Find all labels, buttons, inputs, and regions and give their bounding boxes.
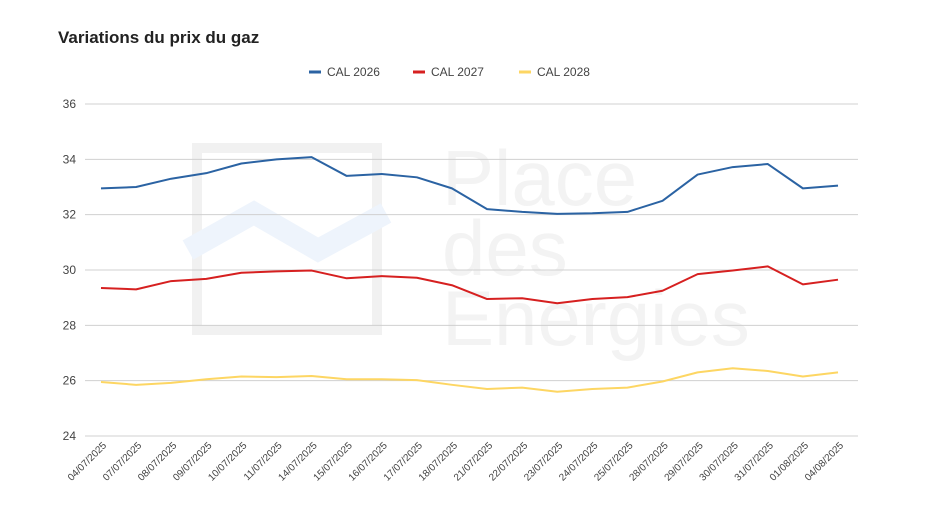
y-tick-label: 34: [63, 152, 77, 166]
svg-text:Place: Place: [442, 134, 637, 222]
series-line-cal-2026: [100, 156, 839, 215]
series-line-cal-2028: [100, 367, 839, 393]
y-tick-label: 32: [63, 208, 77, 222]
watermark-logo: Place des Energies: [182, 134, 750, 362]
legend-label: CAL 2028: [537, 65, 590, 79]
svg-text:Energies: Energies: [442, 274, 750, 362]
legend-label: CAL 2026: [327, 65, 380, 79]
y-tick-label: 36: [63, 97, 77, 111]
y-tick-label: 30: [63, 263, 77, 277]
y-tick-label: 26: [63, 374, 77, 388]
series-line-cal-2027: [100, 265, 839, 305]
y-tick-label: 24: [63, 429, 77, 443]
svg-text:des: des: [442, 204, 568, 292]
y-tick-label: 28: [63, 318, 77, 332]
chart-title: Variations du prix du gaz: [58, 28, 260, 47]
legend-label: CAL 2027: [431, 65, 484, 79]
